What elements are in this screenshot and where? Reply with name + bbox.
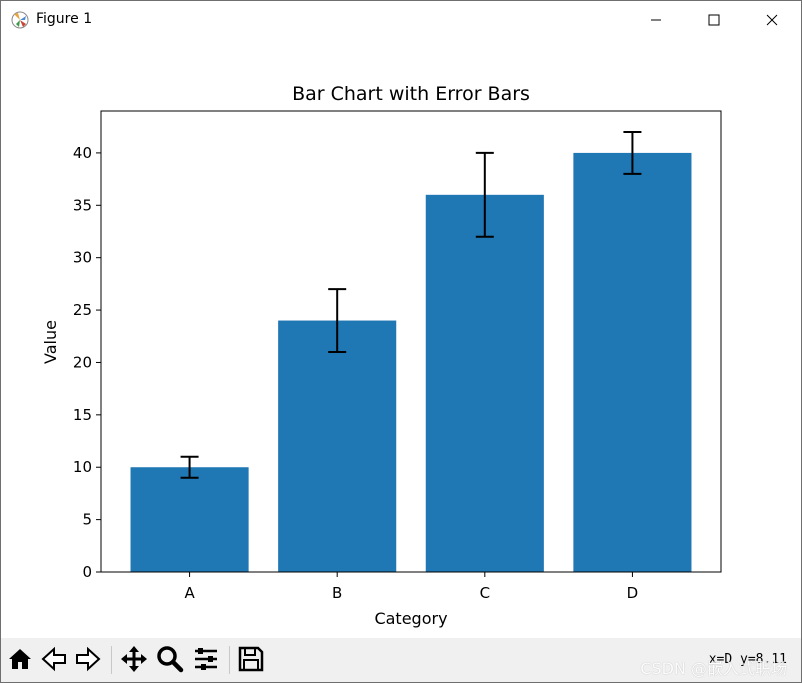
error-bar-A [180,455,199,479]
configure-subplots-button[interactable] [191,646,221,676]
pan-icon [120,645,148,677]
bar-chart: Bar Chart with Error Bars 0 5 10 15 20 25 30 35… [41,83,722,628]
zoom-button[interactable] [155,646,185,676]
save-icon [238,646,264,676]
navigation-toolbar: x=D y=8.11 [1,638,801,682]
x-tick-label-D: D [627,584,639,602]
back-button[interactable] [39,646,69,676]
error-bar-D [623,130,642,175]
toolbar-separator [111,646,112,674]
maximize-icon [708,14,720,26]
close-button[interactable] [743,1,801,39]
y-tick-label: 0 [82,563,92,581]
y-tick-label: 10 [73,458,92,476]
error-bar-C [475,151,494,238]
save-button[interactable] [236,646,266,676]
close-icon [766,14,778,26]
maximize-button[interactable] [685,1,743,39]
y-tick-label: 25 [73,301,92,319]
y-axis-label: Value [41,320,60,364]
bar-A [130,467,249,572]
y-tick-label: 30 [73,249,92,267]
plot-frame [100,110,722,573]
watermark-text: CSDN @嵌入式职场 [640,659,787,678]
y-tick-label: 5 [82,511,92,529]
error-bar-B [328,288,347,353]
minimize-button[interactable] [627,1,685,39]
y-tick-label: 40 [73,144,92,162]
figure-canvas[interactable]: Bar Chart with Error Bars 0 5 10 15 20 25 30 35… [1,39,801,637]
zoom-icon [156,645,184,677]
forward-icon [75,646,101,676]
forward-button[interactable] [73,646,103,676]
minimize-icon [650,14,662,26]
title-bar: Figure 1 [1,1,801,39]
matplotlib-icon [10,10,30,30]
y-tick-label: 15 [73,406,92,424]
x-tick-label-C: C [480,584,490,602]
back-icon [41,646,67,676]
toolbar-separator [229,646,230,674]
x-axis-label: Category [374,609,447,628]
bar-B [278,320,397,572]
home-icon [7,646,33,676]
window-title: Figure 1 [36,11,93,27]
x-tick-label-B: B [332,584,342,602]
chart-title: Bar Chart with Error Bars [292,83,530,105]
bar-C [425,194,544,572]
x-tick-label-A: A [184,584,195,602]
home-button[interactable] [5,646,35,676]
y-tick-label: 35 [73,196,92,214]
cursor-coordinates: x=D y=8.11 [708,652,787,667]
bar-D [573,152,692,572]
configure-icon [193,646,219,676]
pan-button[interactable] [119,646,149,676]
y-tick-label: 20 [73,353,92,371]
